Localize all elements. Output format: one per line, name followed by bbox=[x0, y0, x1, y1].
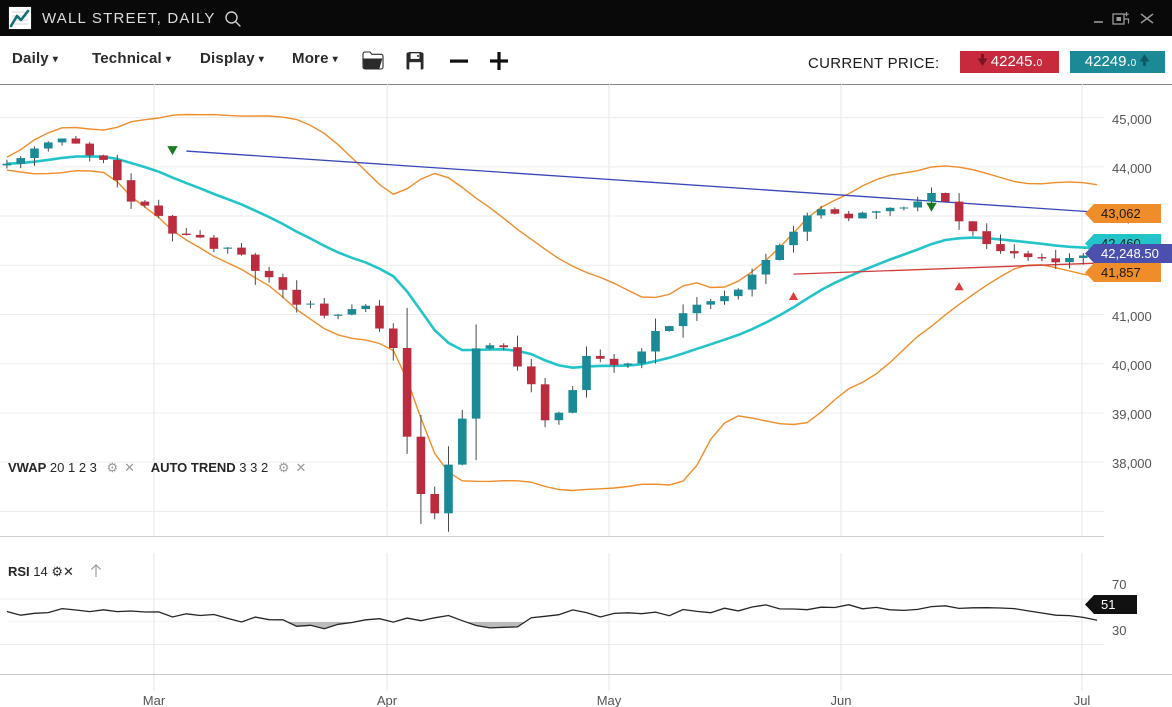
svg-text:51: 51 bbox=[1101, 597, 1115, 612]
svg-text:42,248.50: 42,248.50 bbox=[1101, 246, 1159, 261]
svg-text:43,062: 43,062 bbox=[1101, 206, 1141, 221]
